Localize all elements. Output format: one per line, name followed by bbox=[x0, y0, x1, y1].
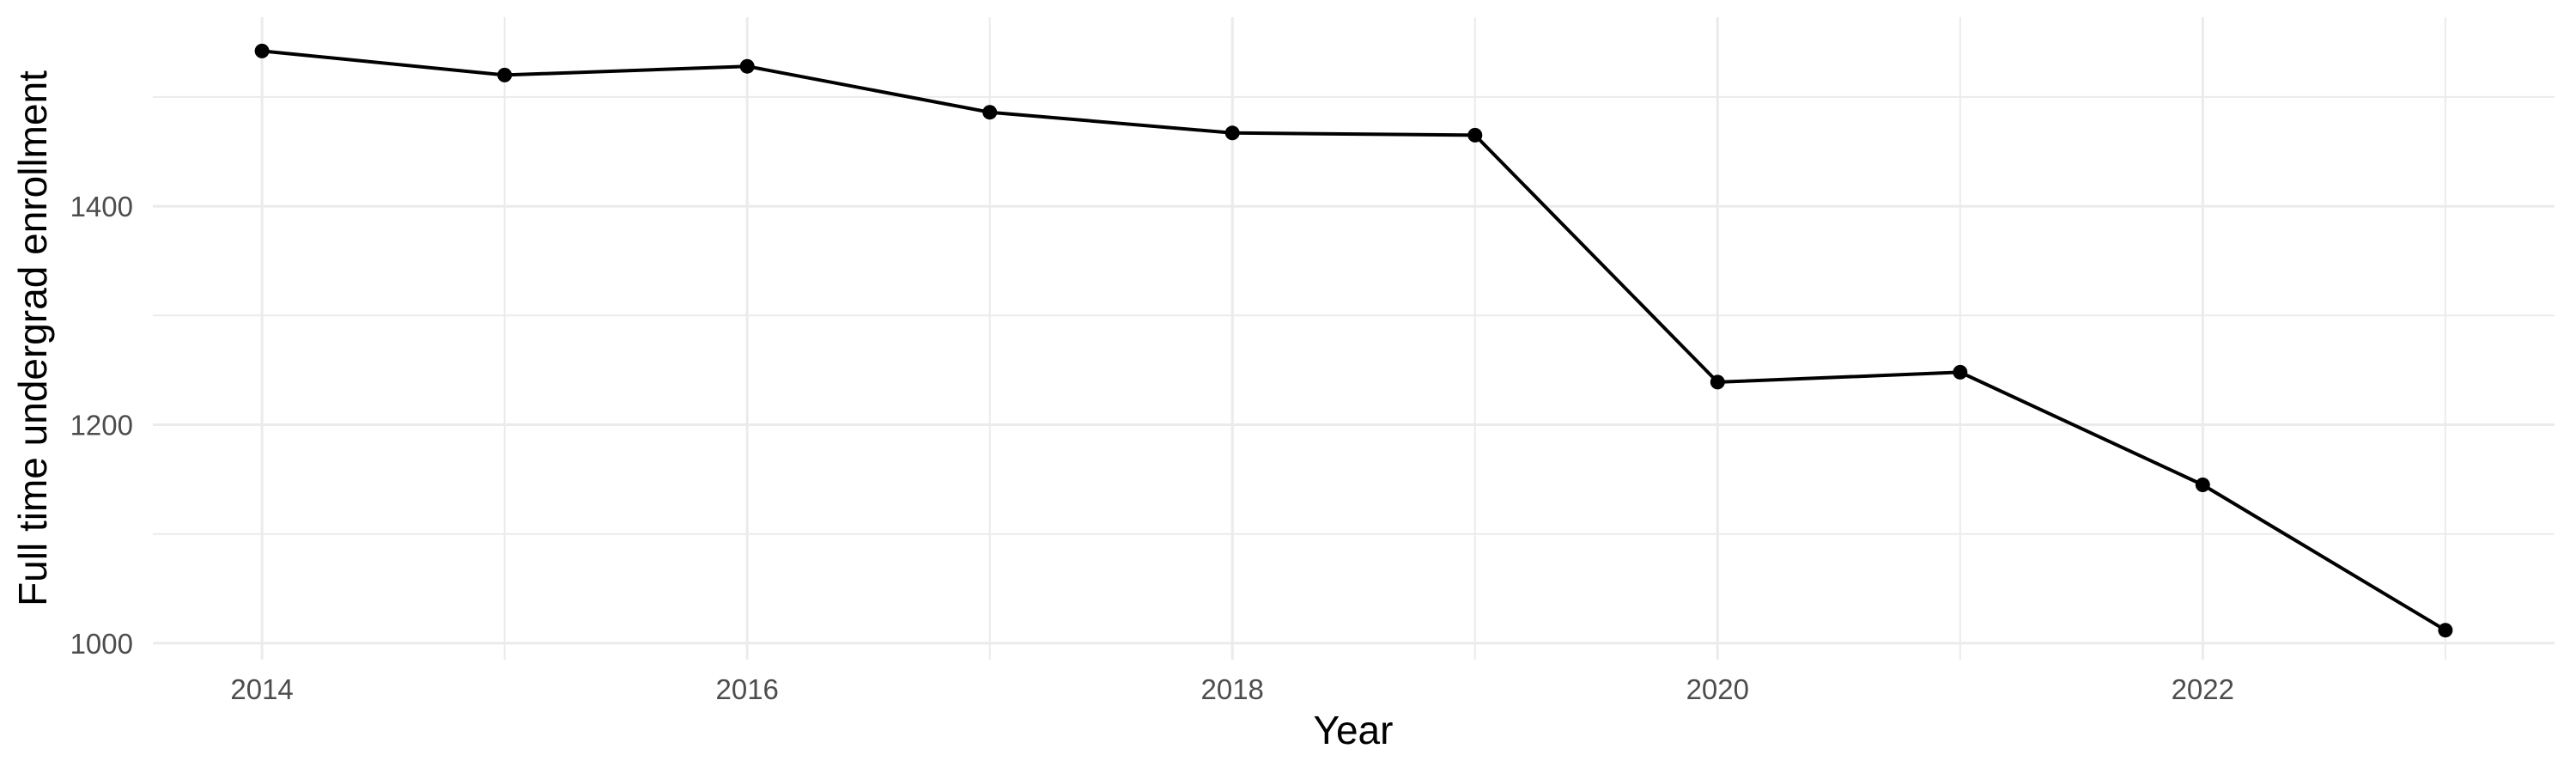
axis-tick-labels: 2014 2016 2018 2020 2022 1000 1200 1400 bbox=[70, 191, 2234, 705]
enrollment-trend-line bbox=[260, 49, 2447, 632]
data-point bbox=[1224, 125, 1240, 141]
data-point bbox=[739, 58, 755, 74]
data-point bbox=[497, 67, 513, 82]
data-point bbox=[254, 43, 270, 58]
x-tick-label: 2018 bbox=[1200, 673, 1263, 705]
y-tick-label: 1200 bbox=[70, 410, 133, 441]
data-point bbox=[982, 105, 998, 120]
y-tick-label: 1000 bbox=[70, 628, 133, 660]
x-tick-label: 2014 bbox=[230, 673, 293, 705]
x-tick-label: 2022 bbox=[2172, 673, 2234, 705]
data-point bbox=[1953, 364, 1968, 380]
data-point bbox=[2438, 623, 2453, 638]
x-tick-label: 2016 bbox=[715, 673, 778, 705]
line-series bbox=[254, 43, 2453, 638]
x-tick-label: 2020 bbox=[1686, 673, 1749, 705]
x-axis-title: Year bbox=[1314, 708, 1394, 752]
data-point bbox=[1710, 374, 1725, 390]
data-point bbox=[1467, 127, 1483, 143]
data-point bbox=[2195, 478, 2210, 492]
y-tick-label: 1400 bbox=[70, 191, 133, 222]
gridlines bbox=[153, 17, 2555, 660]
y-axis-title: Full time undergrad enrollment bbox=[10, 70, 55, 606]
